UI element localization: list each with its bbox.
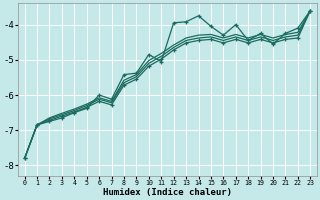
- X-axis label: Humidex (Indice chaleur): Humidex (Indice chaleur): [103, 188, 232, 197]
